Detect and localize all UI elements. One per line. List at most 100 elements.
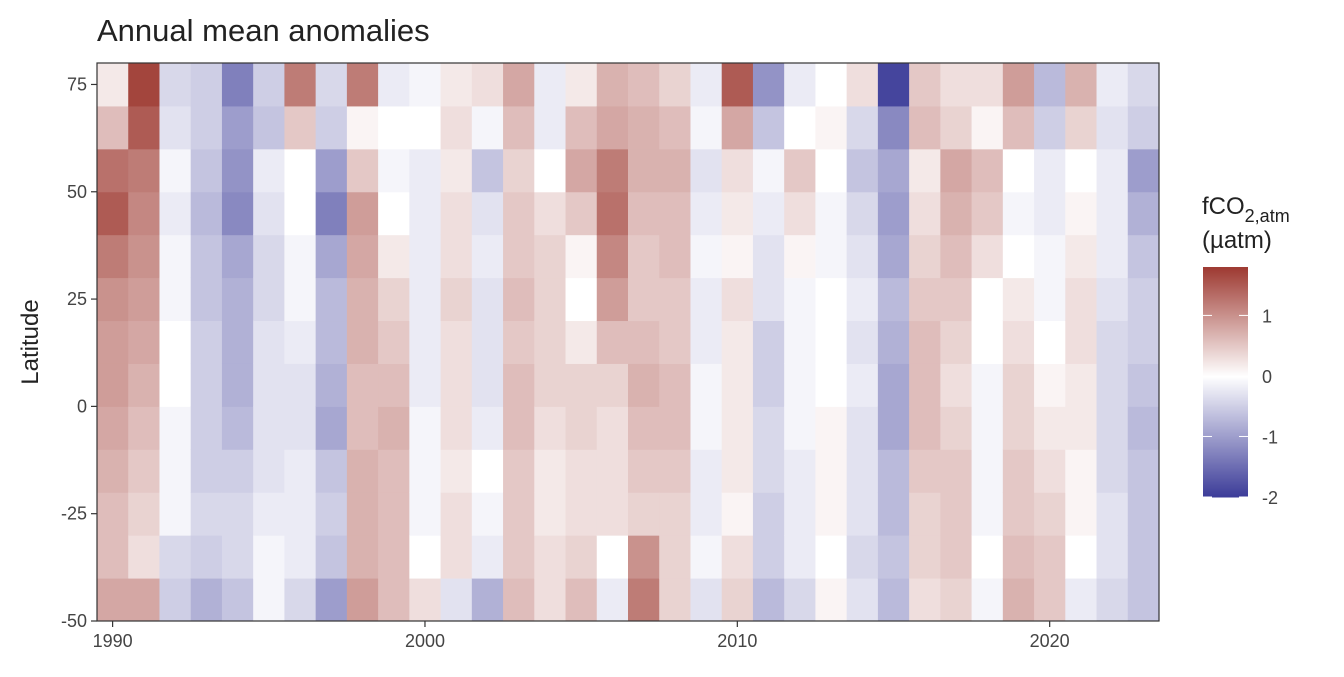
tile [846,191,879,236]
tile [659,320,691,364]
colorbar-segment [1203,405,1248,408]
tile [877,191,910,236]
colorbar-segment [1203,267,1248,270]
colorbar-segment [1203,333,1248,336]
colorbar-segment [1203,453,1248,456]
tile [315,191,348,236]
tile [596,406,629,450]
colorbar-segment [1203,469,1248,472]
tile [1065,449,1098,493]
colorbar-segment [1203,269,1248,272]
tile [659,277,691,322]
tile [721,148,754,193]
tile [97,105,129,150]
tile [940,277,973,322]
tile [971,578,1004,622]
tile [190,234,223,279]
tile [503,406,535,450]
tile [690,535,723,579]
tile [1034,406,1066,450]
tile [471,105,504,150]
colorbar-segment [1203,473,1248,476]
colorbar-segment [1203,475,1248,478]
tile [471,234,504,279]
colorbar-segment [1203,313,1248,316]
tile [1002,406,1035,450]
colorbar-segment [1203,397,1248,400]
colorbar-segment [1203,321,1248,324]
tile [1002,449,1035,493]
colorbar-segment [1203,307,1248,310]
tile [346,363,379,407]
tile [1127,320,1160,364]
tile [815,63,848,107]
tile [221,406,254,450]
tile [440,277,473,322]
tile [471,363,504,407]
tile [1002,363,1035,407]
tile [1127,492,1160,536]
tile [815,578,848,622]
tile [221,320,254,364]
tile [159,191,192,236]
tile [1096,363,1129,407]
tile [534,277,567,322]
tile [1096,535,1129,579]
colorbar-segment [1203,337,1248,340]
tile [409,63,442,107]
tile [190,578,223,622]
tile [534,492,567,536]
colorbar-segment [1203,317,1248,320]
colorbar-segment [1203,271,1248,274]
colorbar-segment [1203,437,1248,440]
colorbar-segment [1203,355,1248,358]
tile [659,535,691,579]
colorbar-segment [1203,285,1248,288]
tile [378,492,410,536]
tile [221,449,254,493]
tile [659,191,691,236]
tile [815,492,848,536]
tile [1096,148,1129,193]
tile [877,277,910,322]
tile [440,578,473,622]
tile [784,449,816,493]
tile [253,363,285,407]
tile [346,406,379,450]
tile [378,535,410,579]
tile [565,105,598,150]
tile [128,492,160,536]
tile [315,320,348,364]
tile [659,406,691,450]
y-tick-label: -50 [61,611,87,631]
tile [1065,363,1098,407]
tile [284,363,317,407]
colorbar-segment [1203,461,1248,464]
tile [659,105,691,150]
tile [128,406,160,450]
tile [752,449,785,493]
x-tick-label: 2020 [1030,631,1070,651]
tile [534,234,567,279]
tile [503,492,535,536]
tile [253,449,285,493]
tile [815,234,848,279]
tile [971,492,1004,536]
colorbar-segment [1203,349,1248,352]
tile [971,535,1004,579]
tile [378,191,410,236]
colorbar-tick-label: 0 [1262,367,1272,387]
colorbar-segment [1203,489,1248,492]
tile [565,63,598,107]
tile [284,492,317,536]
tile [284,320,317,364]
tile [690,578,723,622]
tile [565,277,598,322]
tile [440,63,473,107]
tile [159,449,192,493]
colorbar-segment [1203,479,1248,482]
tile [378,449,410,493]
axes: -50 -25 0 25 50 75 1990 2000 2010 2020 [61,62,1160,651]
tile [909,277,941,322]
tile [503,578,535,622]
